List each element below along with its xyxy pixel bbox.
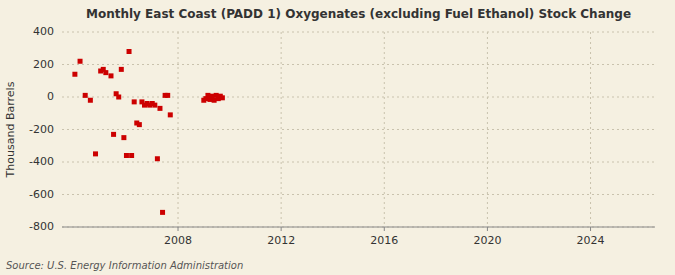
point xyxy=(132,99,137,104)
x-grid-line xyxy=(178,32,179,227)
point xyxy=(88,98,93,103)
y-tick-label: 200 xyxy=(33,58,54,71)
point xyxy=(93,151,98,156)
point xyxy=(152,103,157,108)
point xyxy=(137,122,142,127)
title: Monthly East Coast (PADD 1) Oxygenates (… xyxy=(86,7,631,21)
y-axis-label: Thousand Barrels xyxy=(4,81,17,178)
x-tick-label: 2008 xyxy=(164,234,192,247)
y-grid-line xyxy=(62,227,655,228)
point xyxy=(160,210,165,215)
grid xyxy=(62,32,655,227)
point xyxy=(72,72,77,77)
y-grid-line xyxy=(62,194,655,195)
point xyxy=(78,59,83,64)
x-tick-label: 2024 xyxy=(577,234,605,247)
x-grid-line xyxy=(590,32,591,227)
x-tick xyxy=(281,227,282,231)
point xyxy=(83,93,88,98)
y-tick-label: -800 xyxy=(29,220,54,233)
y-grid-line xyxy=(62,129,655,130)
x-tick-label: 2012 xyxy=(267,234,295,247)
point xyxy=(103,70,108,75)
x-tick-label: 2020 xyxy=(473,234,501,247)
point xyxy=(220,95,225,100)
x-grid-line xyxy=(487,32,488,227)
y-tick-label: 400 xyxy=(33,25,54,38)
x-tick xyxy=(487,227,488,231)
background xyxy=(0,0,675,275)
x-tick xyxy=(384,227,385,231)
y-tick-label: -400 xyxy=(29,155,54,168)
chart: -800 -600 -400 -200 0 200 400 2008 2012 2016 2020 2… xyxy=(0,0,675,275)
point xyxy=(124,153,129,158)
point xyxy=(108,73,113,78)
x-grid-line xyxy=(384,32,385,227)
point xyxy=(111,132,116,137)
x-grid-line xyxy=(281,32,282,227)
points xyxy=(72,49,224,215)
x-axis-line xyxy=(62,227,655,228)
point xyxy=(157,106,162,111)
y-tick-label: -200 xyxy=(29,123,54,136)
point xyxy=(119,67,124,72)
y-grid-line xyxy=(62,162,655,163)
y-grid-line xyxy=(62,97,655,98)
x-tick-label: 2016 xyxy=(370,234,398,247)
y-tick-label: -600 xyxy=(29,188,54,201)
source-note: Source: U.S. Energy Information Administ… xyxy=(6,260,243,271)
point xyxy=(155,156,160,161)
y-tick-label: 0 xyxy=(47,90,54,103)
point xyxy=(127,49,132,54)
y-grid-line xyxy=(62,64,655,65)
point xyxy=(168,112,173,117)
point xyxy=(165,93,170,98)
point xyxy=(129,153,134,158)
y-grid-line xyxy=(62,32,655,33)
point xyxy=(116,95,121,100)
x-tick xyxy=(590,227,591,231)
point xyxy=(121,135,126,140)
x-tick xyxy=(178,227,179,231)
